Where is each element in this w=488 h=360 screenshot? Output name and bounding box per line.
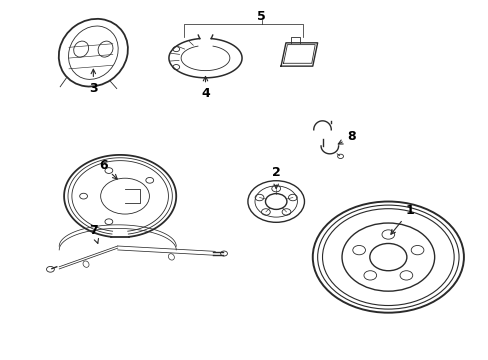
Text: 7: 7	[89, 224, 98, 243]
Text: 5: 5	[257, 10, 265, 23]
Text: 8: 8	[338, 130, 355, 144]
Text: 3: 3	[89, 69, 98, 95]
Text: 6: 6	[99, 159, 117, 179]
Text: 4: 4	[201, 76, 209, 100]
Text: 2: 2	[271, 166, 280, 189]
Text: 1: 1	[390, 204, 414, 234]
